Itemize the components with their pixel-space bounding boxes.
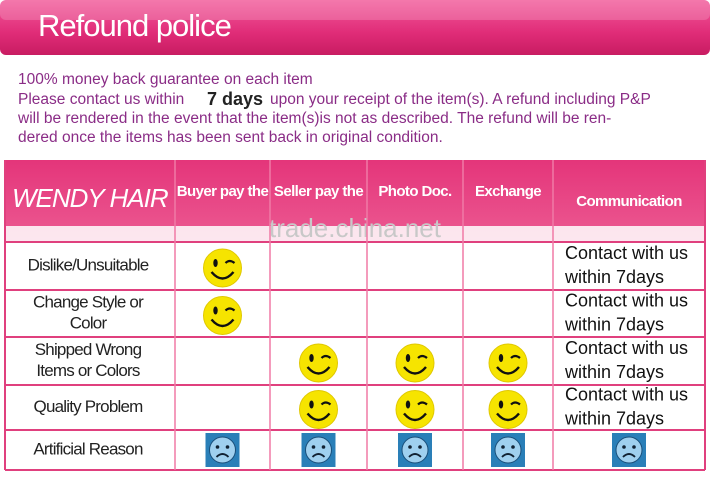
row-label: Items or Colors xyxy=(36,361,140,380)
smiley-wink xyxy=(417,354,428,359)
smiley-eye xyxy=(405,354,411,362)
smiley-mouth xyxy=(403,366,427,375)
intro-highlight: 7 days xyxy=(207,89,263,109)
intro-text: will be rendered in the event that the i… xyxy=(17,110,611,127)
sad-icon xyxy=(491,433,525,467)
sad-eye xyxy=(225,445,230,449)
column-header: Photo Doc. xyxy=(378,183,452,200)
column-header: Communication xyxy=(576,193,682,210)
sad-face xyxy=(615,436,643,464)
smiley-face xyxy=(299,390,338,429)
sad-eye xyxy=(418,445,422,449)
sad-face xyxy=(209,436,236,464)
intro-text: upon your receipt of the item(s). A refu… xyxy=(270,91,651,108)
smiley-eye xyxy=(405,400,411,409)
smiley-eye xyxy=(309,354,314,362)
sad-eye xyxy=(511,445,515,449)
sad-face xyxy=(401,436,429,464)
communication-text: Contact with us xyxy=(565,290,688,310)
smiley-icon xyxy=(488,390,528,429)
sad-icon xyxy=(398,433,432,467)
sad-eye xyxy=(321,445,326,449)
smiley-eye xyxy=(498,400,504,409)
smiley-wink xyxy=(320,401,332,406)
communication-text: Contact with us xyxy=(565,338,688,358)
smiley-icon xyxy=(203,296,242,335)
brand: WENDY HAIR xyxy=(12,183,168,213)
title-bar xyxy=(0,0,710,55)
row-label: Artificial Reason xyxy=(33,439,143,458)
smiley-mouth xyxy=(403,412,427,422)
watermark: trade.china.net xyxy=(269,213,442,243)
column-header: Buyer pay the xyxy=(177,183,269,200)
smiley-icon xyxy=(299,343,338,383)
sad-face xyxy=(494,436,522,464)
smiley-face xyxy=(395,390,435,429)
smiley-eye xyxy=(213,306,218,315)
column-header: Exchange xyxy=(475,183,541,200)
smiley-face xyxy=(395,343,435,383)
sad-icon xyxy=(612,433,646,467)
smiley-icon xyxy=(488,343,528,383)
sad-eye xyxy=(632,445,636,449)
smiley-wink xyxy=(224,307,236,312)
sad-eye xyxy=(501,445,505,449)
sad-eye xyxy=(311,445,316,449)
smiley-wink xyxy=(224,259,236,264)
smiley-icon xyxy=(299,390,338,429)
title-gloss xyxy=(0,0,710,20)
row-label: Change Style or xyxy=(33,292,144,311)
sad-eye xyxy=(408,445,412,449)
row-label: Shipped Wrong xyxy=(35,340,142,359)
communication-text: Contact with us xyxy=(565,243,688,263)
smiley-wink xyxy=(417,401,428,406)
header-fade xyxy=(5,226,705,244)
smiley-mouth xyxy=(210,271,235,280)
smiley-icon xyxy=(395,343,435,383)
sad-mouth xyxy=(501,453,515,458)
communication-text: Contact with us xyxy=(565,384,688,404)
smiley-icon xyxy=(395,390,435,429)
sad-mouth xyxy=(215,453,230,458)
smiley-mouth xyxy=(306,412,331,422)
smiley-mouth xyxy=(496,366,520,375)
row-label: Dislike/Unsuitable xyxy=(28,255,149,274)
smiley-eye xyxy=(213,259,218,267)
intro-text: dered once the items has been sent back … xyxy=(18,129,443,146)
sad-mouth xyxy=(622,453,636,458)
row-label: Color xyxy=(70,313,108,332)
smiley-wink xyxy=(510,354,521,359)
row-label: Quality Problem xyxy=(34,397,144,416)
communication-text: within 7days xyxy=(564,408,664,428)
sad-eye xyxy=(622,445,626,449)
smiley-face xyxy=(299,343,338,383)
sad-mouth xyxy=(311,453,326,458)
column-header: Seller pay the xyxy=(274,183,363,200)
sad-mouth xyxy=(408,453,422,458)
smiley-face xyxy=(203,248,242,288)
sad-icon xyxy=(205,433,240,467)
smiley-icon xyxy=(203,248,242,288)
smiley-mouth xyxy=(306,366,331,375)
smiley-mouth xyxy=(210,318,235,328)
smiley-eye xyxy=(498,354,504,362)
communication-text: within 7days xyxy=(564,362,664,382)
intro-text: Please contact us within xyxy=(18,91,184,108)
sad-eye xyxy=(215,445,220,449)
smiley-face xyxy=(203,296,242,335)
intro-text: 100% money back guarantee on each item xyxy=(18,71,313,88)
communication-text: within 7days xyxy=(564,314,664,334)
smiley-face xyxy=(488,343,528,383)
smiley-mouth xyxy=(496,412,520,422)
smiley-wink xyxy=(320,354,332,359)
sad-face xyxy=(305,436,332,464)
smiley-face xyxy=(488,390,528,429)
smiley-wink xyxy=(510,401,521,406)
communication-text: within 7days xyxy=(564,267,664,287)
sad-icon xyxy=(301,433,336,467)
title: Refound police xyxy=(38,8,231,43)
smiley-eye xyxy=(309,400,314,409)
